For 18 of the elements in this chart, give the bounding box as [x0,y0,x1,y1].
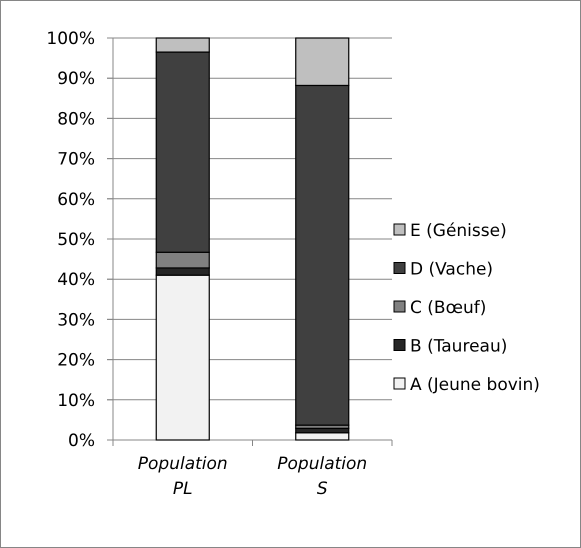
legend-label: C (Bœuf) [410,298,486,318]
x-tick-label: Population PL [138,454,228,499]
y-tick-label: 30% [57,310,95,330]
legend-label: B (Taureau) [410,336,508,356]
y-tick-label: 40% [57,270,95,290]
y-tick-label: 50% [57,230,95,250]
y-tick-label: 0% [68,430,95,451]
legend-label: E (Génisse) [410,220,507,241]
y-tick-label: 60% [57,190,95,210]
y-tick-label: 70% [57,150,95,170]
y-tick-label: 90% [57,69,95,90]
y-tick-label: 20% [57,350,95,371]
x-tick-label: Population S [277,454,368,499]
legend-label: D (Vache) [410,259,494,280]
y-tick-label: 10% [57,390,95,411]
y-tick-label: 100% [46,28,95,49]
y-tick-label: 80% [57,109,95,130]
legend-label: A (Jeune bovin) [410,374,540,395]
